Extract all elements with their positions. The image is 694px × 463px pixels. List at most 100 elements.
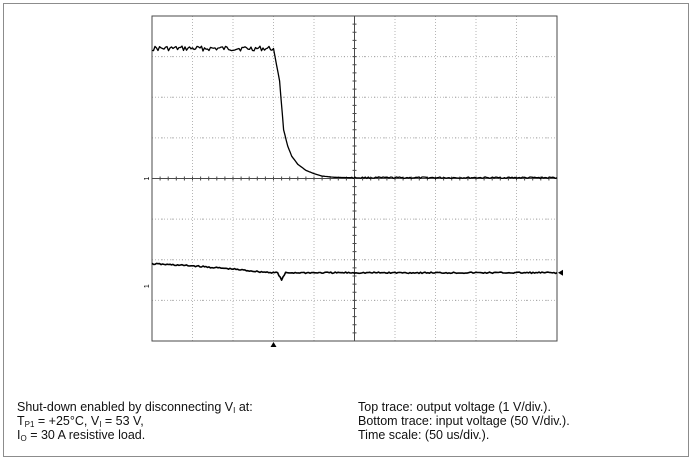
grid-dot [384,96,386,98]
grid-dot [222,137,224,139]
grid-dot [374,96,376,98]
grid-dot [252,56,254,58]
grid-dot [262,137,264,139]
grid-dot [485,137,487,139]
grid-dot [465,218,467,220]
grid-dot [161,56,163,58]
caption-left-line-2: TP1 = +25°C, VI = 53 V, [17,414,144,429]
grid-dot [374,299,376,301]
grid-dot [485,218,487,220]
grid-dot [424,218,426,220]
grid-dot [333,96,335,98]
grid-dot [364,96,366,98]
grid-dot [536,218,538,220]
grid-dot [262,56,264,58]
grid-dot [414,218,416,220]
grid-dot [364,259,366,261]
grid-dot [252,259,254,261]
grid-dot [283,259,285,261]
grid-dot [202,96,204,98]
grid-dot [404,299,406,301]
caption-trace-legend: Top trace: output voltage (1 V/div.). Bo… [358,400,570,442]
grid-dot [242,218,244,220]
grid-dot [212,259,214,261]
grid-dot [546,56,548,58]
grid-dot [303,137,305,139]
grid-dot [445,299,447,301]
grid-dot [404,56,406,58]
caption-top-trace: Top trace: output voltage (1 V/div.). [358,400,551,414]
grid-dot [222,218,224,220]
grid-dot [323,259,325,261]
grid-dot [505,259,507,261]
grid-dot [171,218,173,220]
grid-dot [293,299,295,301]
grid-dot [202,137,204,139]
grid-dot [505,299,507,301]
grid-dot [495,96,497,98]
grid-dot [546,259,548,261]
grid-dot [212,56,214,58]
grid-dot [293,259,295,261]
grid-dot [161,96,163,98]
grid-dot [303,259,305,261]
grid-dot [242,56,244,58]
grid-dot [374,56,376,58]
grid-dot [536,137,538,139]
scope-traces [151,45,558,282]
grid-dot [424,299,426,301]
grid-dot [526,259,528,261]
grid-dot [262,218,264,220]
grid-dot [536,259,538,261]
grid-dot [455,96,457,98]
grid-dot [414,56,416,58]
grid-dot [161,218,163,220]
grid-dot [445,137,447,139]
grid-dot [171,56,173,58]
grid-dot [455,218,457,220]
grid-dot [181,56,183,58]
grid-dot [495,299,497,301]
grid-dot [212,137,214,139]
grid-dot [374,218,376,220]
grid-dot [252,137,254,139]
grid-dot [333,137,335,139]
grid-dot [293,96,295,98]
grid-dot [465,96,467,98]
grid-dot [343,299,345,301]
caption-left-line-3: IO = 30 A resistive load. [17,428,146,443]
grid-dot [414,299,416,301]
grid-dot [262,299,264,301]
grid-dot [505,218,507,220]
grid-dot [455,299,457,301]
grid-dot [222,96,224,98]
grid-dot [384,56,386,58]
grid-dot [465,56,467,58]
grid-dot [171,299,173,301]
grid-dot [161,259,163,261]
grid-dot [536,299,538,301]
grid-dot [536,96,538,98]
grid-dot [202,56,204,58]
grid-dot [343,56,345,58]
grid-dot [485,299,487,301]
grid-dot [465,137,467,139]
grid-dot [181,259,183,261]
grid-dot [445,96,447,98]
grid-dot [323,137,325,139]
grid-dot [404,137,406,139]
grid-dot [171,259,173,261]
grid-dot [404,96,406,98]
grid-dot [181,218,183,220]
scope-grid [151,15,558,342]
grid-dot [333,299,335,301]
grid-dot [323,56,325,58]
grid-dot [212,96,214,98]
grid-dot [445,218,447,220]
grid-dot [202,299,204,301]
grid-dot [536,56,538,58]
grid-dot [485,259,487,261]
grid-dot [485,96,487,98]
grid-dot [171,96,173,98]
